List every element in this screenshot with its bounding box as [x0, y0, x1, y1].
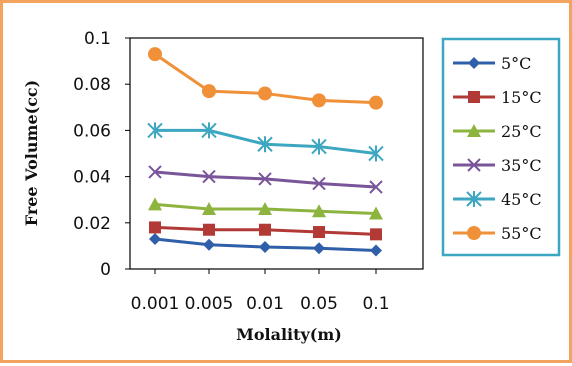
data-point [368, 145, 384, 162]
series-4 [147, 122, 384, 162]
legend-marker [468, 91, 480, 103]
data-point [370, 228, 382, 241]
data-point [149, 232, 161, 245]
data-point [257, 136, 273, 153]
y-tick-label: 0.1 [84, 29, 111, 49]
y-tick-label: 0.06 [73, 121, 111, 141]
legend-marker [467, 158, 481, 172]
legend-label: 25°C [501, 122, 542, 141]
legend-marker [466, 191, 482, 207]
x-axis-title: Molality(m) [236, 325, 342, 344]
series-3 [148, 165, 383, 194]
data-point [202, 201, 216, 215]
data-point [313, 242, 325, 255]
x-tick-label: 0.1 [362, 294, 389, 314]
data-point [258, 86, 272, 101]
data-point [148, 197, 162, 211]
legend-item: 25°C [453, 122, 542, 141]
legend-item: 35°C [453, 156, 542, 175]
data-point [148, 47, 162, 62]
x-axis-ticks: 0.001 0.005 0.01 0.05 0.1 [131, 269, 390, 314]
legend-marker [467, 226, 481, 240]
data-point [259, 241, 271, 254]
legend-marker [468, 57, 480, 69]
data-point [148, 165, 162, 179]
data-point [202, 169, 216, 184]
y-axis-ticks: 0 0.02 0.04 0.06 0.08 0.1 [73, 29, 130, 280]
data-point [312, 176, 326, 191]
legend-marker [467, 124, 481, 137]
data-point [312, 93, 326, 108]
x-tick-label: 0.001 [131, 294, 180, 314]
data-point [203, 238, 215, 251]
y-tick-label: 0.02 [73, 214, 111, 234]
x-tick-label: 0.05 [300, 294, 338, 314]
data-point [147, 122, 163, 139]
data-point [369, 180, 383, 194]
data-point [258, 201, 272, 215]
y-tick-label: 0 [100, 260, 111, 280]
data-point [369, 206, 383, 220]
data-point [201, 122, 217, 139]
legend-label: 15°C [501, 88, 542, 107]
data-point [258, 172, 272, 186]
legend-item: 45°C [453, 190, 542, 209]
legend-label: 35°C [501, 156, 542, 175]
legend-item: 15°C [453, 88, 542, 107]
legend-item: 5°C [453, 54, 531, 73]
series-5 [148, 47, 383, 110]
legend: 5°C 15°C 25°C 35°C 45°C 55°C [453, 54, 542, 243]
legend-label: 45°C [501, 190, 542, 209]
data-point [370, 244, 382, 257]
x-tick-label: 0.01 [246, 294, 284, 314]
y-tick-label: 0.08 [73, 75, 111, 95]
data-point [313, 226, 325, 239]
series-2 [148, 197, 383, 220]
data-point [149, 221, 161, 234]
line-chart: 00.020.040.060.080.1 0.001 0.005 0.01 0.05 0… [22, 29, 561, 344]
data-point [203, 223, 215, 236]
y-axis-title: Free Volume(cc) [22, 80, 41, 227]
legend-label: 55°C [501, 224, 542, 243]
x-tick-label: 0.005 [185, 294, 234, 314]
data-point [202, 84, 216, 99]
data-point [369, 95, 383, 110]
legend-item: 55°C [453, 224, 542, 243]
data-point [259, 223, 271, 236]
data-point [311, 138, 327, 155]
data-point [312, 204, 326, 218]
series-1 [149, 221, 382, 241]
legend-box [441, 37, 561, 257]
legend-label: 5°C [501, 54, 531, 73]
series-layer [147, 47, 384, 257]
series-0 [149, 232, 382, 257]
y-tick-label: 0.04 [73, 168, 111, 188]
